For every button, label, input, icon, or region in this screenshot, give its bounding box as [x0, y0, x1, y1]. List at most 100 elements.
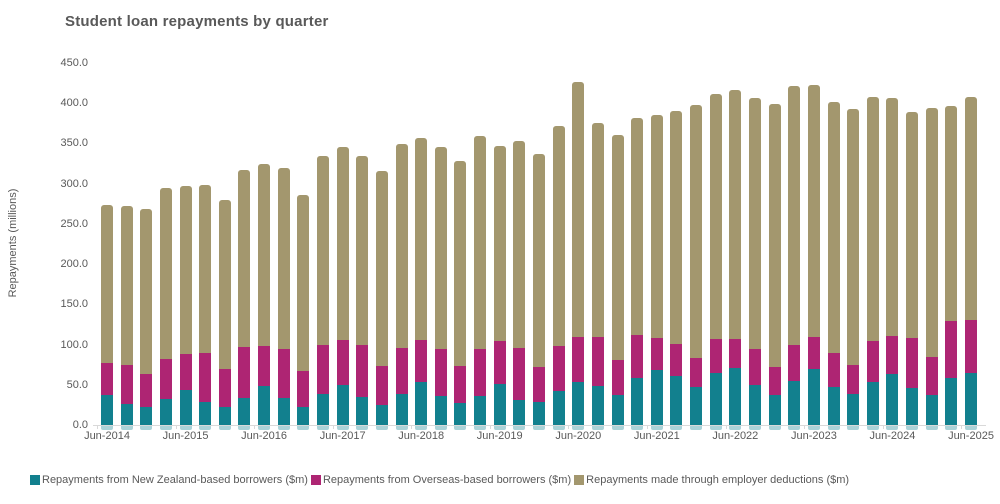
bar-segment — [611, 395, 624, 425]
bar-segment — [749, 384, 761, 425]
bar-segment — [179, 354, 192, 390]
bar-segment — [827, 387, 840, 425]
bar-segment — [749, 98, 761, 350]
x-axis-line — [93, 425, 986, 426]
bar — [631, 63, 644, 430]
y-tick-label: 300.0 — [60, 177, 88, 190]
bar — [375, 63, 388, 430]
bar-segment — [317, 156, 329, 345]
bar-segment — [807, 84, 820, 337]
bar-segment — [238, 397, 251, 425]
bar-segment — [572, 382, 585, 425]
x-tick-label: Jun-2024 — [869, 430, 916, 442]
bar-reflection — [729, 426, 742, 430]
bar-segment — [434, 396, 447, 425]
bar-segment — [749, 349, 761, 385]
bar-reflection — [199, 426, 212, 430]
bar-reflection — [513, 426, 526, 430]
x-tick-label: Jun-2014 — [84, 430, 130, 442]
bar-segment — [709, 372, 722, 425]
bar-segment — [140, 208, 153, 375]
axis-tickmark — [882, 425, 884, 429]
y-tick-label: 350.0 — [60, 137, 88, 150]
bar — [493, 63, 506, 430]
bar — [965, 63, 977, 430]
axis-tickmark — [97, 425, 99, 429]
bar-segment — [120, 365, 133, 405]
bar — [434, 63, 447, 430]
bar-segment — [533, 401, 545, 425]
plot-area — [97, 63, 983, 430]
bar-reflection — [886, 426, 899, 430]
bar-segment — [179, 186, 192, 355]
bar-segment — [788, 85, 801, 346]
bar-segment — [533, 367, 545, 402]
bar-reflection — [493, 426, 506, 430]
bar-reflection — [866, 426, 879, 430]
bar-segment — [650, 338, 663, 371]
bar-reflection — [906, 426, 919, 430]
bar-segment — [886, 374, 899, 425]
axis-tickmark — [489, 425, 491, 429]
bar-segment — [258, 386, 271, 425]
bar-segment — [611, 359, 624, 396]
bar-segment — [101, 363, 113, 396]
bar-segment — [395, 394, 408, 425]
bar-segment — [454, 366, 467, 404]
bar-segment — [572, 337, 585, 383]
bar-reflection — [179, 426, 192, 430]
bar-reflection — [277, 426, 290, 430]
legend-label: Repayments from Overseas-based borrowers… — [322, 474, 572, 486]
bar-segment — [101, 395, 113, 425]
bar-segment — [631, 117, 644, 335]
bar-segment — [375, 366, 388, 405]
bar-segment — [415, 339, 428, 383]
bar — [120, 63, 133, 430]
bar-segment — [729, 89, 742, 339]
bar-segment — [945, 377, 958, 425]
bar-segment — [631, 377, 644, 425]
bar-segment — [140, 374, 153, 407]
bar-reflection — [749, 426, 761, 430]
bar — [454, 63, 467, 430]
bar-segment — [493, 383, 506, 425]
bar-segment — [356, 396, 369, 425]
bar-segment — [729, 367, 742, 425]
bar-reflection — [395, 426, 408, 430]
bar — [670, 63, 683, 430]
bar-reflection — [474, 426, 487, 430]
legend-item: Repayments made through employer deducti… — [574, 474, 849, 486]
bar-segment — [650, 370, 663, 425]
bar — [159, 63, 172, 430]
bar-reflection — [709, 426, 722, 430]
bar-reflection — [454, 426, 467, 430]
y-tick-label: 0.0 — [72, 419, 88, 431]
bar-reflection — [945, 426, 958, 430]
bar — [297, 63, 310, 430]
bar-segment — [336, 147, 349, 340]
bar-segment — [415, 382, 428, 425]
bar-segment — [415, 137, 428, 340]
bar-reflection — [356, 426, 369, 430]
bar-segment — [434, 147, 447, 350]
bar-segment — [965, 319, 977, 373]
bar-segment — [768, 104, 781, 368]
axis-tickmark — [647, 425, 648, 429]
bar-segment — [886, 335, 899, 375]
bar — [768, 63, 781, 430]
bar-segment — [866, 341, 879, 383]
bar-segment — [159, 399, 172, 425]
legend-swatch — [30, 475, 40, 485]
bar-segment — [906, 112, 919, 339]
bar-segment — [572, 82, 585, 338]
bar-segment — [336, 339, 349, 385]
bar-segment — [552, 391, 565, 425]
bar-segment — [788, 380, 801, 425]
bar-segment — [454, 161, 467, 367]
x-tick-label: Jun-2021 — [633, 430, 680, 442]
bar-reflection — [375, 426, 388, 430]
bar-reflection — [650, 426, 663, 430]
bar-segment — [199, 352, 212, 402]
bar-segment — [258, 346, 271, 387]
bar-segment — [552, 125, 565, 347]
